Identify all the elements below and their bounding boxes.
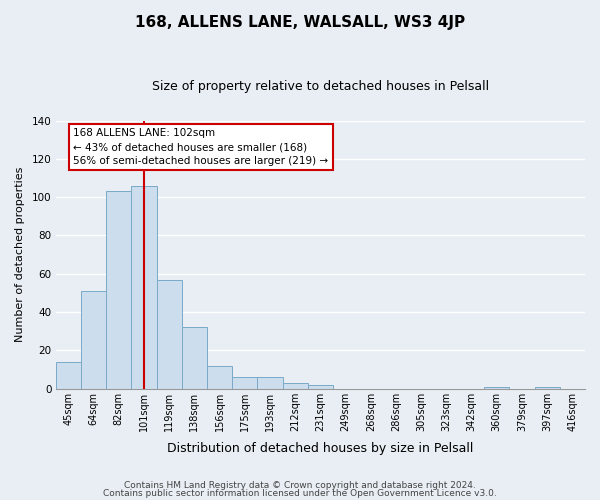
Bar — [157, 280, 182, 388]
Bar — [106, 192, 131, 388]
Bar — [232, 377, 257, 388]
Bar — [182, 328, 207, 388]
Bar — [81, 291, 106, 388]
Text: Contains HM Land Registry data © Crown copyright and database right 2024.: Contains HM Land Registry data © Crown c… — [124, 481, 476, 490]
Bar — [131, 186, 157, 388]
Bar — [308, 385, 333, 388]
Bar — [257, 377, 283, 388]
X-axis label: Distribution of detached houses by size in Pelsall: Distribution of detached houses by size … — [167, 442, 473, 455]
Text: 168 ALLENS LANE: 102sqm
← 43% of detached houses are smaller (168)
56% of semi-d: 168 ALLENS LANE: 102sqm ← 43% of detache… — [73, 128, 329, 166]
Y-axis label: Number of detached properties: Number of detached properties — [15, 167, 25, 342]
Bar — [484, 387, 509, 388]
Text: 168, ALLENS LANE, WALSALL, WS3 4JP: 168, ALLENS LANE, WALSALL, WS3 4JP — [135, 15, 465, 30]
Text: Contains public sector information licensed under the Open Government Licence v3: Contains public sector information licen… — [103, 488, 497, 498]
Bar — [283, 383, 308, 388]
Bar — [56, 362, 81, 388]
Title: Size of property relative to detached houses in Pelsall: Size of property relative to detached ho… — [152, 80, 489, 93]
Bar — [207, 366, 232, 388]
Bar — [535, 387, 560, 388]
